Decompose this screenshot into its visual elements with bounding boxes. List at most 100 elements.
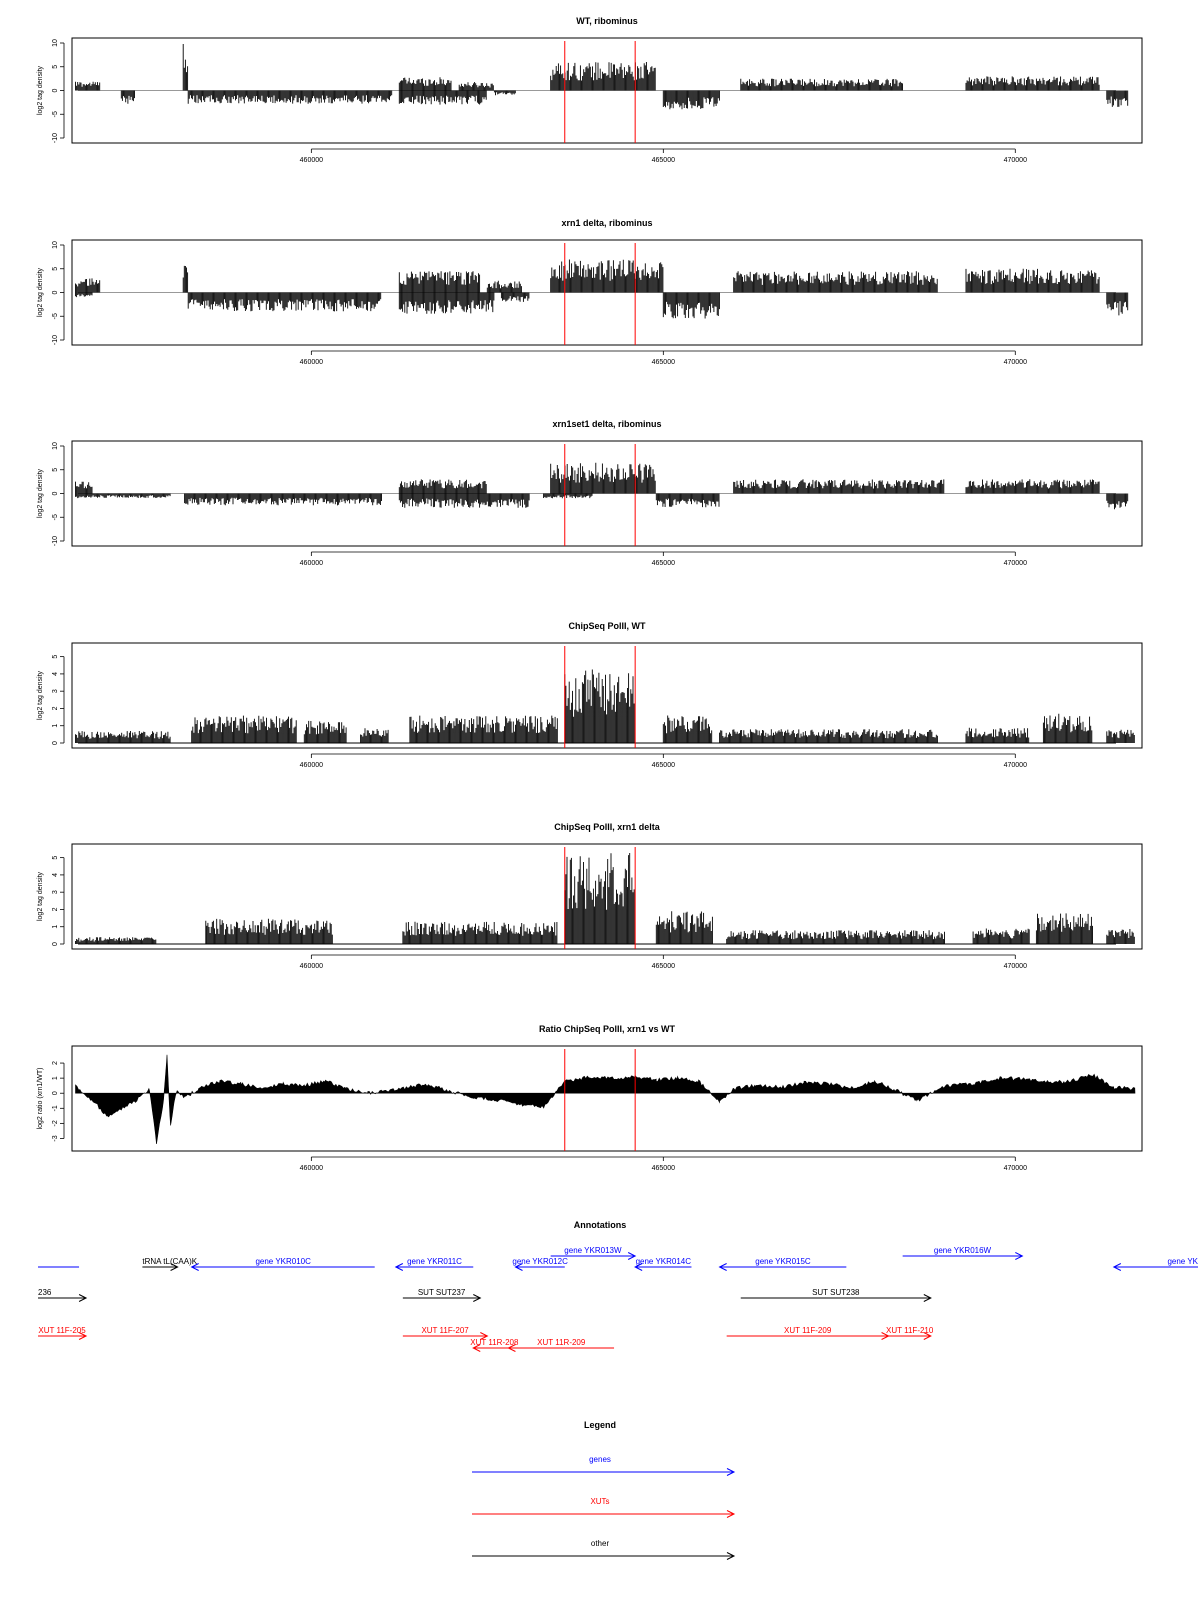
density-bars <box>398 271 481 293</box>
annotations-title: Annotations <box>574 1220 627 1230</box>
density-bars <box>75 292 93 298</box>
annotation-xut: XUT 11F-205 <box>38 1326 88 1340</box>
legend-item: XUTs <box>472 1497 736 1518</box>
y-tick-label: 10 <box>52 241 59 249</box>
x-tick-label: 470000 <box>1004 1165 1027 1172</box>
density-bars <box>550 462 656 494</box>
legend-title: Legend <box>584 1420 616 1430</box>
arrow-head <box>627 1252 637 1260</box>
plot-frame <box>71 843 1143 950</box>
chart-panel-6: Ratio ChipSeq PolII, xrn1 vs WT -3 -2 -1 0 1 2… <box>37 1024 1143 1172</box>
density-bars <box>1035 913 1093 944</box>
data-series <box>75 44 1129 110</box>
annotation-gene: gene YKR014C <box>634 1257 692 1271</box>
arrow-head <box>514 1263 523 1271</box>
density-bars <box>120 90 135 104</box>
y-tick-label: 2 <box>52 1061 59 1065</box>
x-tick-label: 465000 <box>652 963 675 970</box>
y-tick-label: 4 <box>52 873 59 877</box>
annotation-label: XUT 11F-210 <box>886 1326 934 1335</box>
density-bars <box>75 937 157 944</box>
density-segment <box>398 77 452 91</box>
x-tick-label: 460000 <box>300 157 323 164</box>
density-bars <box>726 930 945 944</box>
chart-panel-2: xrn1 delta, ribominus -10 -5 0 5 10 log2 tag d… <box>37 218 1143 366</box>
density-segment <box>398 479 487 494</box>
plot-frame <box>71 37 1143 144</box>
annotation-gene: gene YKR012C <box>512 1257 568 1271</box>
density-segment <box>409 715 558 743</box>
arrow-head <box>726 1510 736 1518</box>
y-axis-label: log2 tag density <box>37 468 44 518</box>
x-tick-label: 460000 <box>300 1165 323 1172</box>
density-segment <box>75 481 93 494</box>
chart-panel-3: xrn1set1 delta, ribominus -10 -5 0 5 10 log2 t… <box>37 419 1143 567</box>
x-tick-label: 460000 <box>300 560 323 567</box>
chart-title: Ratio ChipSeq PolII, xrn1 vs WT <box>539 1024 676 1034</box>
density-bars <box>965 727 1030 743</box>
arrow-head <box>472 1344 481 1352</box>
data-series <box>75 853 1135 945</box>
density-segment <box>550 259 664 293</box>
density-segment <box>75 278 101 293</box>
density-bars <box>972 928 1030 944</box>
density-bars <box>500 292 530 302</box>
density-bars <box>655 911 713 944</box>
annotation-other: SUT SUT238 <box>740 1288 932 1302</box>
y-tick-label: 10 <box>52 39 59 47</box>
y-axis: -10 -5 0 5 10 <box>52 442 65 546</box>
density-bars <box>655 493 720 508</box>
density-bars <box>187 292 382 312</box>
density-segment <box>398 292 495 314</box>
density-bars <box>1106 292 1129 316</box>
y-axis-label: log2 ratio (xrn1/WT) <box>37 1068 44 1130</box>
density-segment <box>733 271 938 293</box>
annotation-xut: XUT 11F-209 <box>726 1326 890 1340</box>
density-segment <box>75 81 101 91</box>
x-axis: 460000 465000 470000 <box>300 350 1027 366</box>
density-segment <box>564 669 635 743</box>
y-tick-label: 2 <box>52 706 59 710</box>
data-series <box>75 1054 1136 1145</box>
legend-items: genes XUTs other <box>472 1455 736 1560</box>
density-segment <box>75 493 171 499</box>
arrow-head <box>473 1294 482 1302</box>
density-bars <box>493 90 516 96</box>
y-tick-label: 2 <box>52 907 59 911</box>
plot-frame <box>71 642 1143 749</box>
annotation-tracks: tRNA tL(CAA)K gene YKR010C gene YKR011C gen… <box>38 1246 1199 1352</box>
x-axis: 460000 465000 470000 <box>300 954 1027 970</box>
density-bars <box>398 292 495 314</box>
x-axis: 460000 465000 470000 <box>300 551 1027 567</box>
x-tick-label: 470000 <box>1004 963 1027 970</box>
y-axis: 0 1 2 3 4 5 <box>52 655 65 745</box>
arrow-head <box>394 1263 404 1271</box>
annotation-other: tRNA tL(CAA)K <box>142 1257 198 1271</box>
arrow-head <box>190 1263 199 1271</box>
arrow-head <box>507 1344 516 1352</box>
annotation-other: SUT SUT237 <box>402 1288 482 1302</box>
density-bars <box>191 715 297 743</box>
arrow-head <box>78 1294 88 1302</box>
density-bars <box>398 479 487 494</box>
density-bars <box>458 82 494 91</box>
density-bars <box>187 90 393 104</box>
chart-panel-1: WT, ribominus -10 -5 0 5 10 log2 tag density 46… <box>37 16 1143 164</box>
arrow-head <box>1112 1263 1122 1271</box>
annotation-other: 236 <box>38 1288 88 1302</box>
chart-panel-5: ChipSeq PolII, xrn1 delta 0 1 2 3 4 5 log2 tag … <box>37 822 1143 970</box>
y-axis: 0 1 2 3 4 5 <box>52 856 65 946</box>
annotation-label: SUT SUT237 <box>418 1288 466 1297</box>
density-segment <box>662 715 713 743</box>
annotation-label: gene YKR010C <box>255 1257 311 1266</box>
x-tick-label: 460000 <box>300 762 323 769</box>
arrow-head <box>923 1332 932 1340</box>
density-segment <box>543 493 593 499</box>
y-tick-label: -2 <box>52 1120 59 1126</box>
y-axis-label: log2 tag density <box>37 267 44 317</box>
plot-frame <box>71 440 1143 547</box>
density-segment <box>965 268 1100 293</box>
density-segment <box>662 292 720 319</box>
density-segment <box>303 720 347 743</box>
